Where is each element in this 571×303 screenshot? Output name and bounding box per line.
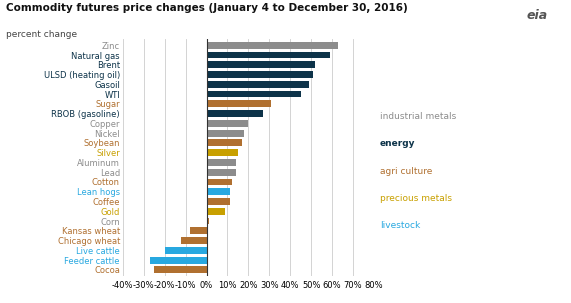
Bar <box>207 110 263 117</box>
Bar <box>207 208 226 215</box>
Bar <box>207 100 271 107</box>
Bar <box>190 227 207 234</box>
Bar <box>164 247 207 254</box>
Text: Commodity futures price changes (January 4 to December 30, 2016): Commodity futures price changes (January… <box>6 3 408 13</box>
Bar <box>207 178 232 185</box>
Text: precious metals: precious metals <box>380 194 452 203</box>
Bar <box>207 149 238 156</box>
Bar <box>207 42 339 49</box>
Bar <box>207 62 315 68</box>
Bar <box>182 237 207 244</box>
Bar <box>207 188 230 195</box>
Text: livestock: livestock <box>380 221 420 230</box>
Text: industrial metals: industrial metals <box>380 112 456 121</box>
Bar <box>207 120 248 127</box>
Text: eia: eia <box>527 9 548 22</box>
Bar <box>207 52 330 58</box>
Text: percent change: percent change <box>6 30 77 39</box>
Bar <box>207 130 244 137</box>
Bar <box>207 91 301 98</box>
Bar <box>150 257 207 264</box>
Bar <box>207 71 313 78</box>
Bar <box>207 159 236 166</box>
Text: agri culture: agri culture <box>380 167 432 176</box>
Bar <box>207 198 230 205</box>
Text: energy: energy <box>380 139 415 148</box>
Bar <box>207 81 309 88</box>
Bar <box>154 266 207 273</box>
Bar <box>207 169 236 176</box>
Bar <box>207 218 208 225</box>
Bar <box>207 139 242 146</box>
